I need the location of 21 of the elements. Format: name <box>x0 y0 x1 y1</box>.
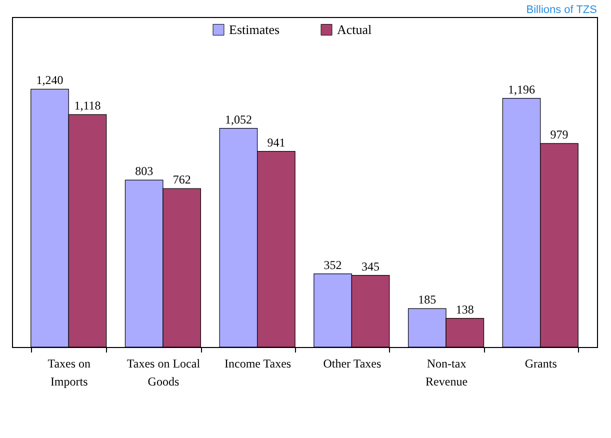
x-tick-label: Other Taxes <box>323 356 382 370</box>
data-label: 803 <box>135 164 154 178</box>
data-label: 352 <box>324 258 342 272</box>
x-tick-label: Taxes on Local Goods <box>126 356 201 388</box>
data-label: 1,052 <box>224 112 252 126</box>
text: Billions of TZS <box>526 4 597 16</box>
data-label: 762 <box>172 172 191 187</box>
legend-label: Actual <box>337 22 372 37</box>
legend-label: Estimates <box>229 22 280 37</box>
data-label: 345 <box>362 259 380 274</box>
data-label: 941 <box>267 135 286 150</box>
data-label: 1,240 <box>36 73 64 88</box>
data-label: 1,118 <box>74 98 101 113</box>
x-tick-label: Income Taxes <box>224 356 292 370</box>
x-tick-label: Non-tax Revenue <box>426 356 468 388</box>
data-label: 979 <box>550 127 568 142</box>
data-label: 1,196 <box>508 82 536 96</box>
data-label: 138 <box>456 302 474 316</box>
data-label: 185 <box>418 292 436 307</box>
x-tick-label: Grants <box>524 356 558 370</box>
x-tick-label: Taxes on Imports <box>48 356 91 388</box>
